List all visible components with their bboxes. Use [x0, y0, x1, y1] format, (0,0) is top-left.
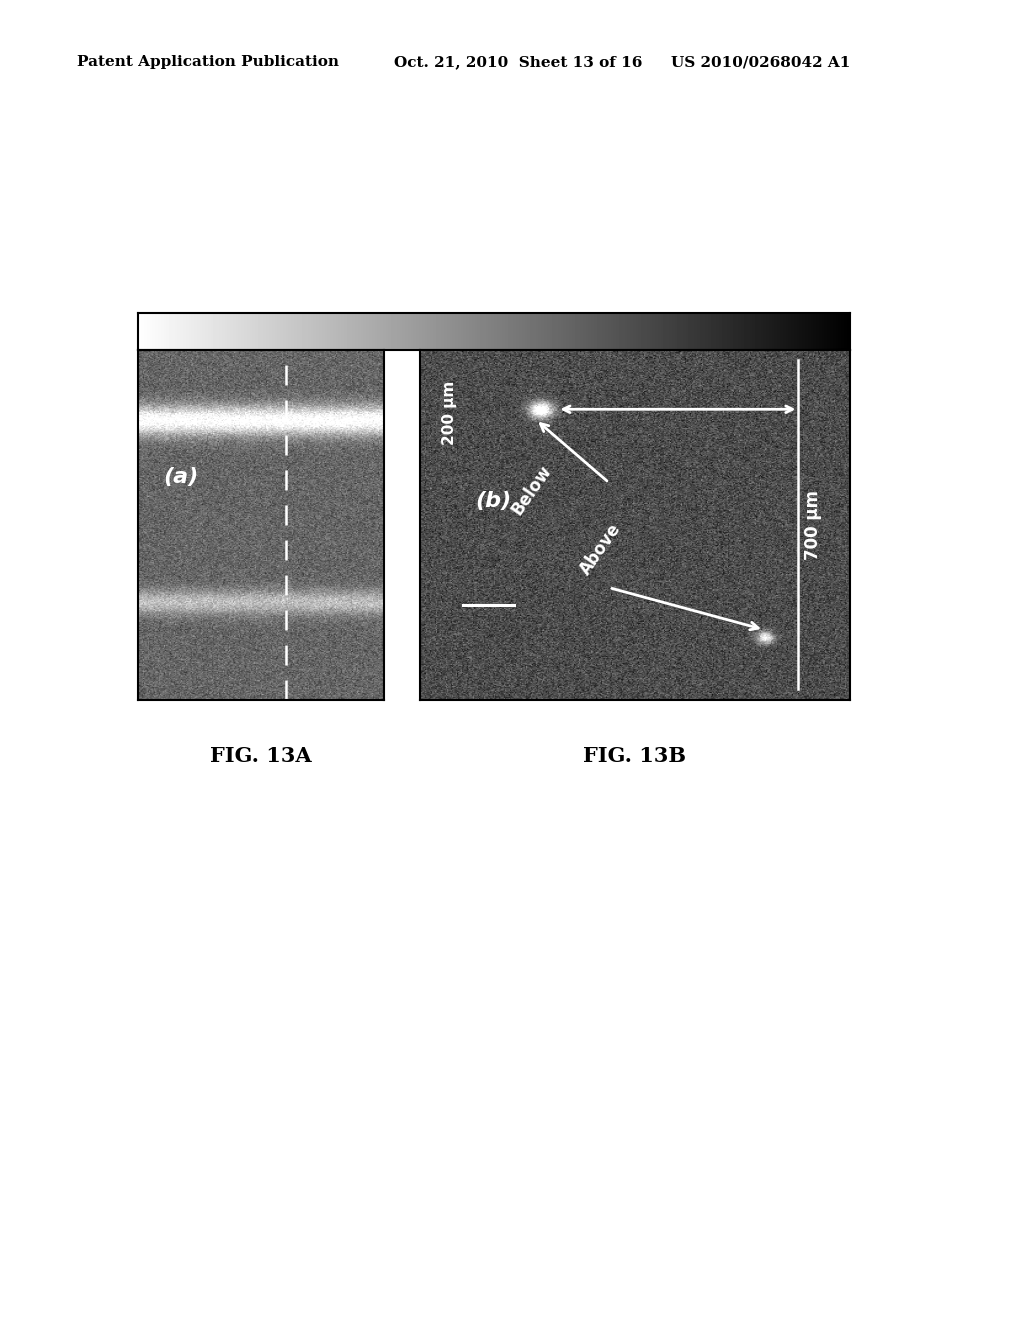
Text: 700 μm: 700 μm: [805, 490, 822, 560]
Text: (b): (b): [476, 491, 512, 511]
Text: FIG. 13A: FIG. 13A: [210, 746, 312, 766]
Text: 200 μm: 200 μm: [442, 380, 458, 445]
Text: Below: Below: [508, 462, 555, 517]
Text: Patent Application Publication: Patent Application Publication: [77, 55, 339, 70]
Text: Above: Above: [577, 520, 625, 578]
Text: US 2010/0268042 A1: US 2010/0268042 A1: [671, 55, 850, 70]
Text: (a): (a): [163, 467, 198, 487]
Text: FIG. 13B: FIG. 13B: [584, 746, 686, 766]
Text: Oct. 21, 2010  Sheet 13 of 16: Oct. 21, 2010 Sheet 13 of 16: [394, 55, 643, 70]
